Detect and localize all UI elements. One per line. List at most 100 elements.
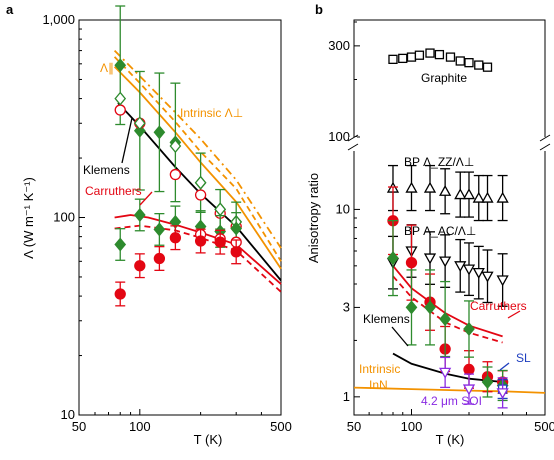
point-bp_zz <box>439 184 452 196</box>
annotation-intrinsic: Intrinsic <box>359 362 400 376</box>
curve-perp_intrinsic_dashed <box>113 56 282 262</box>
point-green_diamond_top <box>153 125 166 140</box>
panel-a-label: a <box>6 2 14 17</box>
point-bp_ac <box>472 267 485 279</box>
point-open_circle_top <box>194 189 207 201</box>
point-soi <box>462 384 476 396</box>
point-graphite <box>434 49 445 60</box>
point-graphite <box>425 48 435 58</box>
annotation-klemens-b: Klemens <box>363 312 410 326</box>
y-tick-label: 100 <box>328 129 350 144</box>
axis-break-right-mask <box>541 137 549 151</box>
point-red_circle <box>405 256 418 269</box>
x-tick-label: 50 <box>72 419 86 434</box>
point-soi <box>496 388 509 400</box>
panel-b-xlabel: T (K) <box>436 432 465 447</box>
axis-break-left-mask <box>349 137 357 151</box>
point-graphite <box>474 60 484 70</box>
annotation-intrinsic-perp: Intrinsic Λ⊥ <box>180 106 243 120</box>
point-open_diamond_top <box>114 91 127 106</box>
klemens-arrow-b <box>391 326 409 347</box>
point-graphite <box>406 52 417 62</box>
annotation-bp-ac: BP Λ_AC/Λ⊥ <box>404 224 476 238</box>
point-bp_ac <box>439 256 452 268</box>
annotation-graphite: Graphite <box>421 71 467 85</box>
axis-break-left <box>347 134 359 151</box>
klemens-arrow <box>121 117 133 164</box>
point-bp_zz <box>405 181 418 193</box>
curve-carruthers_dashed <box>114 224 282 293</box>
point-bp_ac <box>481 271 494 283</box>
panel-a-points <box>114 5 243 307</box>
point-bp_ac <box>454 261 467 273</box>
point-bp_zz <box>454 188 467 200</box>
y-tick-label: 100 <box>53 210 75 225</box>
point-red_circle <box>153 252 166 265</box>
point-bp_ac <box>423 253 437 265</box>
y-tick-label: 1 <box>343 389 350 404</box>
point-bp_zz <box>496 191 509 203</box>
point-graphite <box>464 58 474 68</box>
point-red_circle <box>463 363 475 376</box>
point-bp_zz <box>462 188 476 200</box>
annotation-para: Λ∥ <box>100 61 114 75</box>
point-red_circle <box>230 246 242 258</box>
point-graphite <box>398 53 408 64</box>
panel-a: a 50 100 500 10 100 1,000 T (K) Λ (W m⁻¹ K⁻¹)… <box>6 2 292 447</box>
annotation-soi: 4.2 μm SOI <box>421 394 482 408</box>
panel-a-ylabel: Λ (W m⁻¹ K⁻¹) <box>21 177 36 259</box>
point-green_diamond <box>463 322 475 337</box>
point-open_circle_top <box>169 168 182 181</box>
panel-b-points <box>386 48 509 409</box>
sl-arrow <box>499 362 510 371</box>
curve-perp_intrinsic_solid <box>113 66 282 270</box>
point-graphite <box>455 56 465 66</box>
point-green_diamond_top <box>114 58 127 73</box>
point-red_circle <box>134 260 146 272</box>
point-green_diamond_mid <box>230 221 243 236</box>
point-green_diamond_mid <box>133 207 146 222</box>
point-bp_ac <box>462 264 476 276</box>
annotation-klemens: Klemens <box>83 163 130 177</box>
point-red_circle <box>169 232 182 244</box>
point-green_diamond <box>481 374 494 390</box>
point-soi <box>439 367 452 379</box>
y-tick-label: 10 <box>336 201 350 216</box>
y-tick-label: 3 <box>343 299 350 314</box>
point-green_diamond <box>405 300 418 315</box>
point-graphite <box>414 50 425 60</box>
panel-a-xlabel: T (K) <box>194 432 223 447</box>
carruthers-arrow-b <box>507 310 521 319</box>
point-bp_ac <box>496 275 509 287</box>
point-green_diamond_mid <box>114 237 127 252</box>
y-tick-label: 300 <box>328 38 350 53</box>
point-open_circle_top <box>114 104 126 116</box>
point-bp_zz <box>472 191 485 203</box>
panel-a-frame <box>78 19 282 416</box>
x-tick-label: 100 <box>401 419 423 434</box>
point-red_circle <box>194 235 207 247</box>
point-open_diamond_top <box>133 116 146 131</box>
point-bp_zz <box>481 191 494 203</box>
point-red_circle <box>114 288 126 300</box>
panel-a-axes: 50 100 500 10 100 1,000 <box>42 12 291 434</box>
point-green_diamond <box>424 300 436 315</box>
x-tick-label: 500 <box>534 419 554 434</box>
panel-b-ylabel: Anisotropy ratio <box>306 173 321 263</box>
annotation-carruthers: Carruthers <box>85 184 142 198</box>
point-green_diamond <box>387 251 399 266</box>
panel-b: b 50 100 500 1 3 10 100 300 T (K) Anisotropy ra… <box>306 2 554 447</box>
annotation-sl: SL <box>516 351 531 365</box>
panel-b-axes: 50 100 500 1 3 10 100 300 <box>328 21 554 434</box>
y-tick-label: 10 <box>61 407 75 422</box>
point-open_diamond_top <box>169 139 182 154</box>
point-bp_zz <box>423 181 437 193</box>
axis-break-right <box>539 134 551 151</box>
annotation-carruthers-b: Carruthers <box>470 299 527 313</box>
panel-b-label: b <box>315 2 323 17</box>
y-tick-label: 1,000 <box>42 12 75 27</box>
point-open_diamond_top <box>194 175 207 190</box>
point-green_diamond <box>439 312 451 327</box>
point-graphite <box>482 62 493 72</box>
